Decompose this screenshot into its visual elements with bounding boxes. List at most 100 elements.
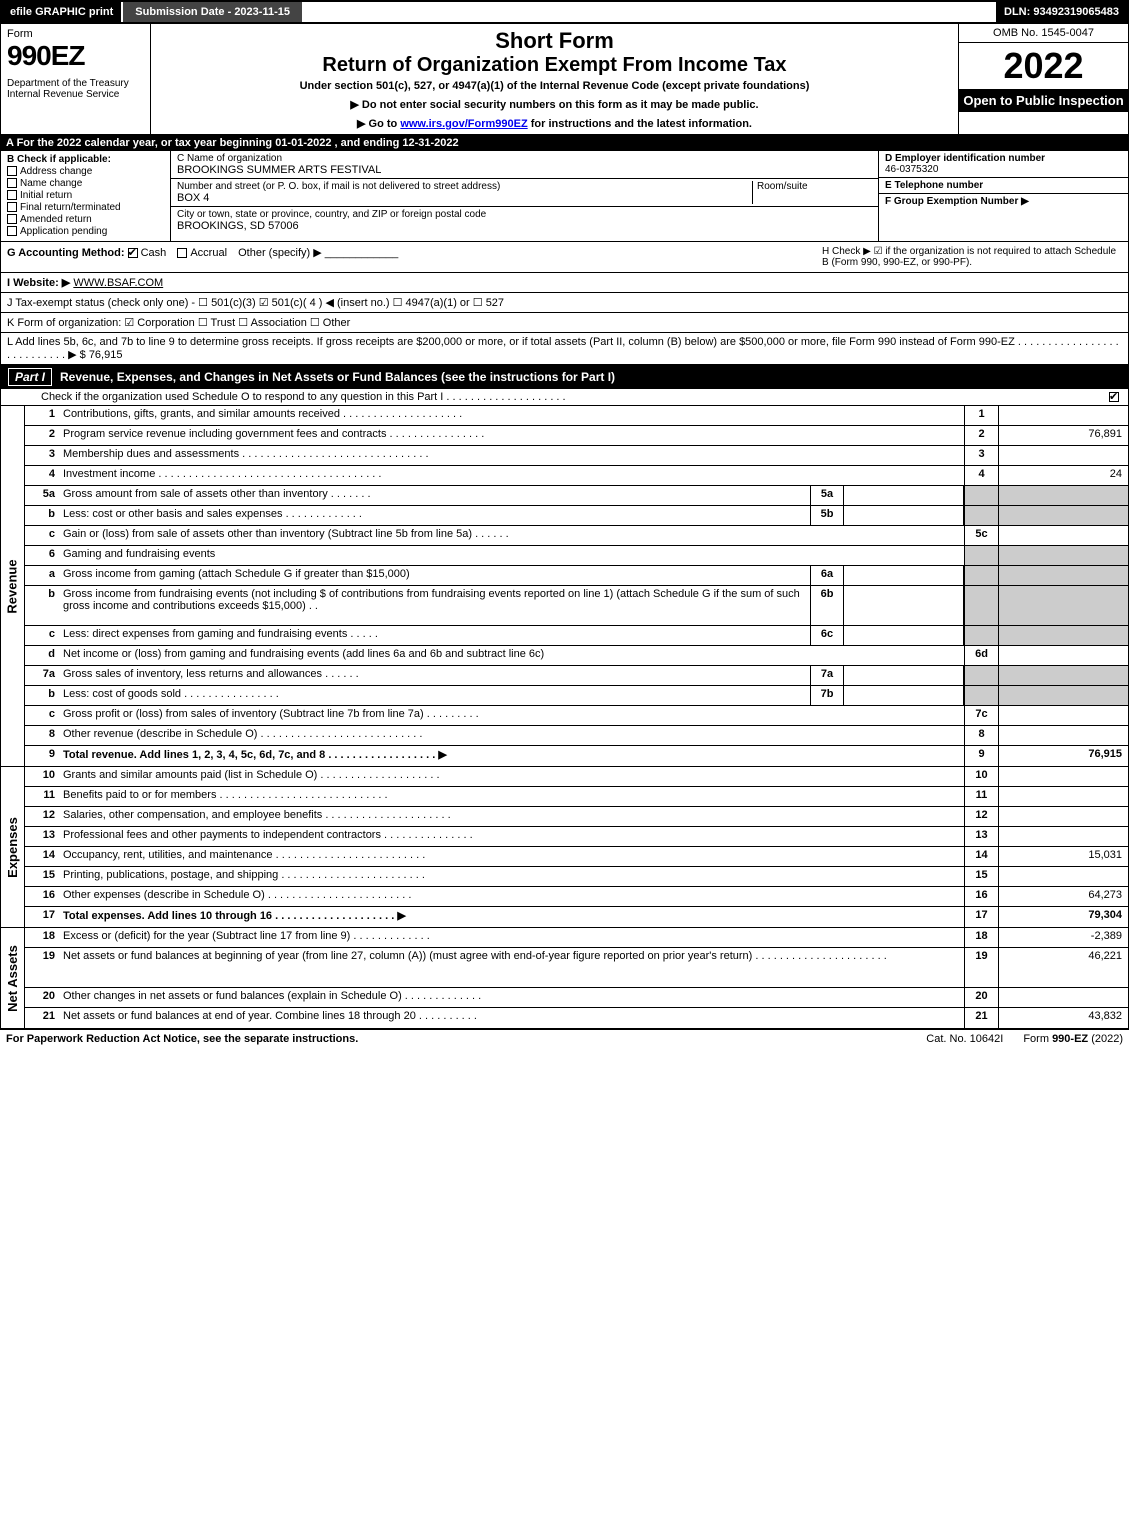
line-17: 17Total expenses. Add lines 10 through 1… — [25, 907, 1128, 927]
line-num: d — [25, 646, 59, 665]
col-num — [964, 586, 998, 625]
org-name-row: C Name of organization BROOKINGS SUMMER … — [171, 151, 878, 179]
footer-formref: Form 990-EZ (2022) — [1023, 1033, 1123, 1045]
line-12: 12Salaries, other compensation, and empl… — [25, 807, 1128, 827]
tax-year: 2022 — [959, 43, 1128, 89]
phone-row: E Telephone number — [879, 178, 1128, 194]
col-val: 15,031 — [998, 847, 1128, 866]
room-suite-label: Room/suite — [752, 181, 872, 204]
form-subtitle: Under section 501(c), 527, or 4947(a)(1)… — [159, 80, 950, 92]
col-num: 12 — [964, 807, 998, 826]
line-text: Professional fees and other payments to … — [59, 827, 964, 846]
line-14: 14Occupancy, rent, utilities, and mainte… — [25, 847, 1128, 867]
line-num: c — [25, 706, 59, 725]
ck-accrual[interactable]: Accrual — [177, 247, 227, 259]
line-text: Net assets or fund balances at beginning… — [59, 948, 964, 987]
part-1-checkbox[interactable] — [1109, 391, 1122, 403]
website-value[interactable]: WWW.BSAF.COM — [73, 277, 163, 289]
col-val — [998, 767, 1128, 786]
form-number: 990EZ — [7, 40, 144, 72]
line-num: 10 — [25, 767, 59, 786]
line-19: 19Net assets or fund balances at beginni… — [25, 948, 1128, 988]
mini-num: 6c — [810, 626, 844, 645]
line-num: 19 — [25, 948, 59, 987]
mini-val — [844, 506, 964, 525]
line-text: Excess or (deficit) for the year (Subtra… — [59, 928, 964, 947]
col-val — [998, 867, 1128, 886]
line-num: 9 — [25, 746, 59, 766]
line-num: 5a — [25, 486, 59, 505]
line-4: 4Investment income . . . . . . . . . . .… — [25, 466, 1128, 486]
col-num: 15 — [964, 867, 998, 886]
col-num: 13 — [964, 827, 998, 846]
col-val — [998, 446, 1128, 465]
line-20: 20Other changes in net assets or fund ba… — [25, 988, 1128, 1008]
mini-num: 6b — [810, 586, 844, 625]
ck-name-change[interactable]: Name change — [7, 178, 164, 189]
line-text: Salaries, other compensation, and employ… — [59, 807, 964, 826]
line-text: Less: cost of goods sold . . . . . . . .… — [59, 686, 810, 705]
ck-initial-return[interactable]: Initial return — [7, 190, 164, 201]
line-text: Program service revenue including govern… — [59, 426, 964, 445]
row-j-tax-status: J Tax-exempt status (check only one) - ☐… — [0, 293, 1129, 313]
col-num: 1 — [964, 406, 998, 425]
ein-row: D Employer identification number 46-0375… — [879, 151, 1128, 178]
year-block: OMB No. 1545-0047 2022 Open to Public In… — [958, 24, 1128, 134]
col-val — [998, 807, 1128, 826]
netassets-section: Net Assets 18Excess or (deficit) for the… — [0, 928, 1129, 1029]
col-val — [998, 726, 1128, 745]
row-k-form-org: K Form of organization: ☑ Corporation ☐ … — [0, 313, 1129, 333]
ck-address-change[interactable]: Address change — [7, 166, 164, 177]
col-val — [998, 827, 1128, 846]
irs-link[interactable]: www.irs.gov/Form990EZ — [400, 118, 527, 130]
org-name-value: BROOKINGS SUMMER ARTS FESTIVAL — [177, 164, 872, 176]
ck-final-return[interactable]: Final return/terminated — [7, 202, 164, 213]
line-21: 21Net assets or fund balances at end of … — [25, 1008, 1128, 1028]
city-label: City or town, state or province, country… — [177, 209, 872, 220]
instructions-link-line: ▶ Go to www.irs.gov/Form990EZ for instru… — [159, 117, 950, 130]
efile-label[interactable]: efile GRAPHIC print — [2, 2, 121, 22]
row-l-gross-receipts: L Add lines 5b, 6c, and 7b to line 9 to … — [0, 333, 1129, 365]
ck-other-method[interactable]: Other (specify) ▶ ____________ — [238, 247, 398, 259]
col-num — [964, 486, 998, 505]
line-text: Other changes in net assets or fund bala… — [59, 988, 964, 1007]
part-1-sub-text: Check if the organization used Schedule … — [41, 391, 566, 403]
line-1: 1Contributions, gifts, grants, and simil… — [25, 406, 1128, 426]
footer-catno: Cat. No. 10642I — [926, 1033, 1003, 1045]
col-val: 46,221 — [998, 948, 1128, 987]
col-num: 2 — [964, 426, 998, 445]
col-num — [964, 566, 998, 585]
line-text: Gain or (loss) from sale of assets other… — [59, 526, 964, 545]
ein-value: 46-0375320 — [885, 164, 1122, 175]
mini-num: 6a — [810, 566, 844, 585]
form-word: Form — [7, 28, 144, 40]
line-text: Gross income from fundraising events (no… — [59, 586, 810, 625]
row-a-calendar-year: A For the 2022 calendar year, or tax yea… — [0, 135, 1129, 151]
col-val — [998, 406, 1128, 425]
line-b: bGross income from fundraising events (n… — [25, 586, 1128, 626]
line-num: 13 — [25, 827, 59, 846]
line-text: Other expenses (describe in Schedule O) … — [59, 887, 964, 906]
line-10: 10Grants and similar amounts paid (list … — [25, 767, 1128, 787]
col-num: 9 — [964, 746, 998, 766]
line-num: 14 — [25, 847, 59, 866]
part-1-title: Revenue, Expenses, and Changes in Net As… — [60, 370, 615, 384]
line-num: 4 — [25, 466, 59, 485]
ck-application-pending[interactable]: Application pending — [7, 226, 164, 237]
line-16: 16Other expenses (describe in Schedule O… — [25, 887, 1128, 907]
mini-num: 7b — [810, 686, 844, 705]
ck-amended-return[interactable]: Amended return — [7, 214, 164, 225]
ck-cash[interactable]: Cash — [128, 247, 167, 259]
dln-label: DLN: 93492319065483 — [996, 2, 1127, 22]
top-bar: efile GRAPHIC print Submission Date - 20… — [0, 0, 1129, 24]
col-val: 76,891 — [998, 426, 1128, 445]
group-exemption-label: F Group Exemption Number ▶ — [885, 196, 1029, 207]
line-text: Gross amount from sale of assets other t… — [59, 486, 810, 505]
line-num: a — [25, 566, 59, 585]
col-val — [998, 506, 1128, 525]
col-val — [998, 706, 1128, 725]
col-num: 21 — [964, 1008, 998, 1028]
row-g-h: G Accounting Method: Cash Accrual Other … — [0, 242, 1129, 273]
line-18: 18Excess or (deficit) for the year (Subt… — [25, 928, 1128, 948]
col-num: 6d — [964, 646, 998, 665]
